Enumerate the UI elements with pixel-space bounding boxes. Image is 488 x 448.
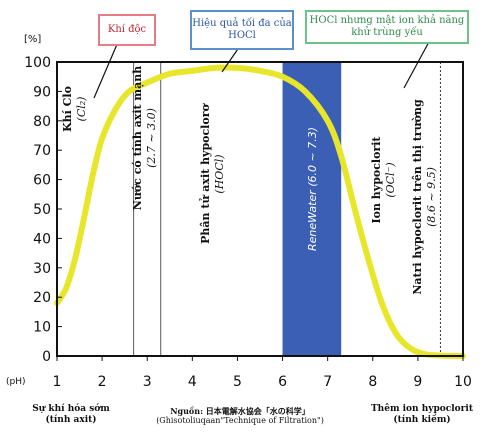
region-label-text: Phân tử axit hypoclorơ [198,103,212,244]
footer-right-line2: (tính kiềm) [393,415,451,425]
x-tick-label: 6 [278,374,287,390]
region-label-text: Ion hypoclorit [370,136,384,224]
region-label-text: Nước có tính axit mạnh [131,66,145,211]
region-label: Khí Clo (Cl₂) [61,9,93,209]
x-tick-label: 5 [233,374,242,390]
y-tick-label: 80 [33,114,51,130]
hocl-fraction-curve [54,64,466,359]
region-label: Natri hypoclorit trên thị trường (8.6 ~ 9… [411,97,443,297]
x-tick-label: 10 [454,374,472,390]
callout-toxic-gas: Khí độc [98,14,156,46]
footer-left-line2: (tính axit) [45,415,97,425]
x-tick-label: 7 [323,374,332,390]
region-label-text: Khí Clo [61,86,75,132]
y-tick-label: 30 [33,261,51,277]
y-tick-label: 100 [24,55,51,71]
source-note: Nguồn: 日本電解水協会「水の科学」 (Ghisotoliuqaan"Tec… [110,406,370,426]
footer-left: Sự khí hóa sớm (tính axit) [16,404,126,426]
callout-max-effect: Hiệu quả tối đa của HOCl [190,10,294,50]
x-tick-label: 3 [143,374,152,390]
region-label-text: Natri hypoclorit trên thị trường [410,99,424,295]
callout-weak-disinfection: HOCl nhưng mật ion khả năng khử trùng yế… [305,10,469,44]
region-label-sub: (HOCl) [212,154,226,194]
footer-right-line1: Thêm ion hypoclorit [370,404,473,414]
y-tick-label: 20 [33,290,51,306]
x-tick-label: 9 [413,374,422,390]
x-tick-label: 4 [188,374,197,390]
y-tick-label: 60 [33,173,51,189]
x-tick-label: 8 [368,374,377,390]
region-label-sub: (8.6 ~ 9.5) [424,167,438,228]
renewater-band [282,62,342,356]
y-tick-label: 50 [33,202,51,218]
region-label-sub: (Cl₂) [75,96,89,122]
x-unit-label: (pH) [6,377,26,387]
footer-left-line1: Sự khí hóa sớm [32,404,110,414]
callout-pointer [93,41,119,99]
y-tick-label: 40 [33,231,51,247]
region-label: Ion hypoclorit (OCl⁻) [370,80,402,280]
source-line1: Nguồn: 日本電解水協会「水の科学」 [170,406,310,416]
region-label-sub: (OCl⁻) [384,161,398,198]
callout-pointer [221,45,241,73]
x-tick-label: 2 [98,374,107,390]
region-label: Nước có tính axit mạnh (2.7 ~ 3.0) [131,38,163,238]
source-line2: (Ghisotoliuqaan"Technique of Filtration"… [156,416,324,425]
region-label-sub: (2.7 ~ 3.0) [145,108,159,169]
y-tick-label: 10 [33,320,51,336]
y-tick-label: 0 [42,349,51,365]
y-tick-label: 90 [33,84,51,100]
footer-right: Thêm ion hypoclorit (tính kiềm) [360,404,484,426]
y-unit-label: [%] [24,34,41,45]
renewater-band-label: ReneWater (6.0 ~ 7.3) [306,127,319,251]
y-tick-label: 70 [33,143,51,159]
x-tick-label: 1 [53,374,62,390]
region-label: Phân tử axit hypoclorơ (HOCl) [199,74,231,274]
callout-pointer [403,39,431,89]
